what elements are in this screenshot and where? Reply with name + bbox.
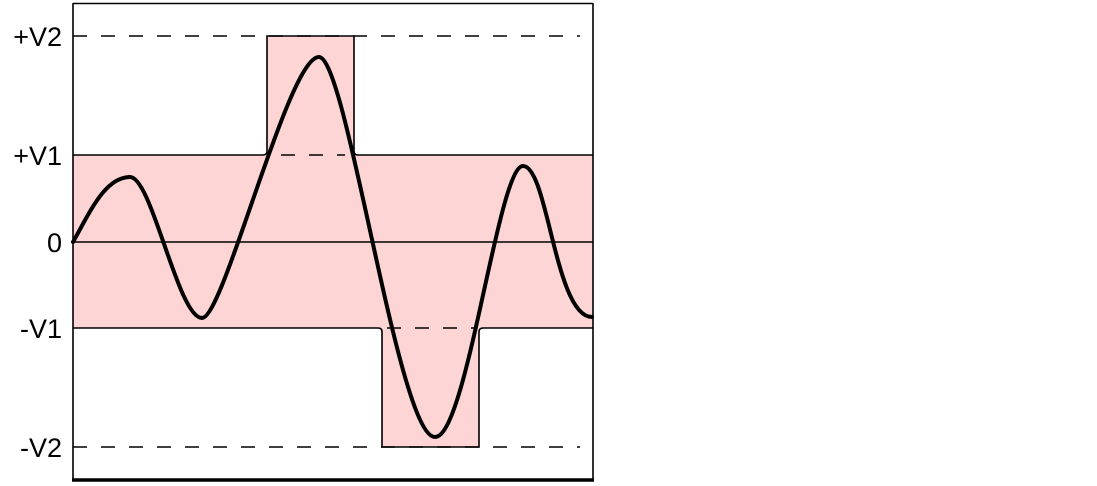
level-label-zero: 0 bbox=[47, 228, 62, 258]
level-label-neg-v1: -V1 bbox=[20, 314, 62, 344]
level-label-neg-v2: -V2 bbox=[20, 433, 62, 463]
signal-waveform bbox=[71, 54, 594, 440]
level-label-pos-v1: +V1 bbox=[13, 141, 62, 171]
level-label-pos-v2: +V2 bbox=[13, 22, 62, 52]
band-outline-lower bbox=[73, 327, 593, 448]
